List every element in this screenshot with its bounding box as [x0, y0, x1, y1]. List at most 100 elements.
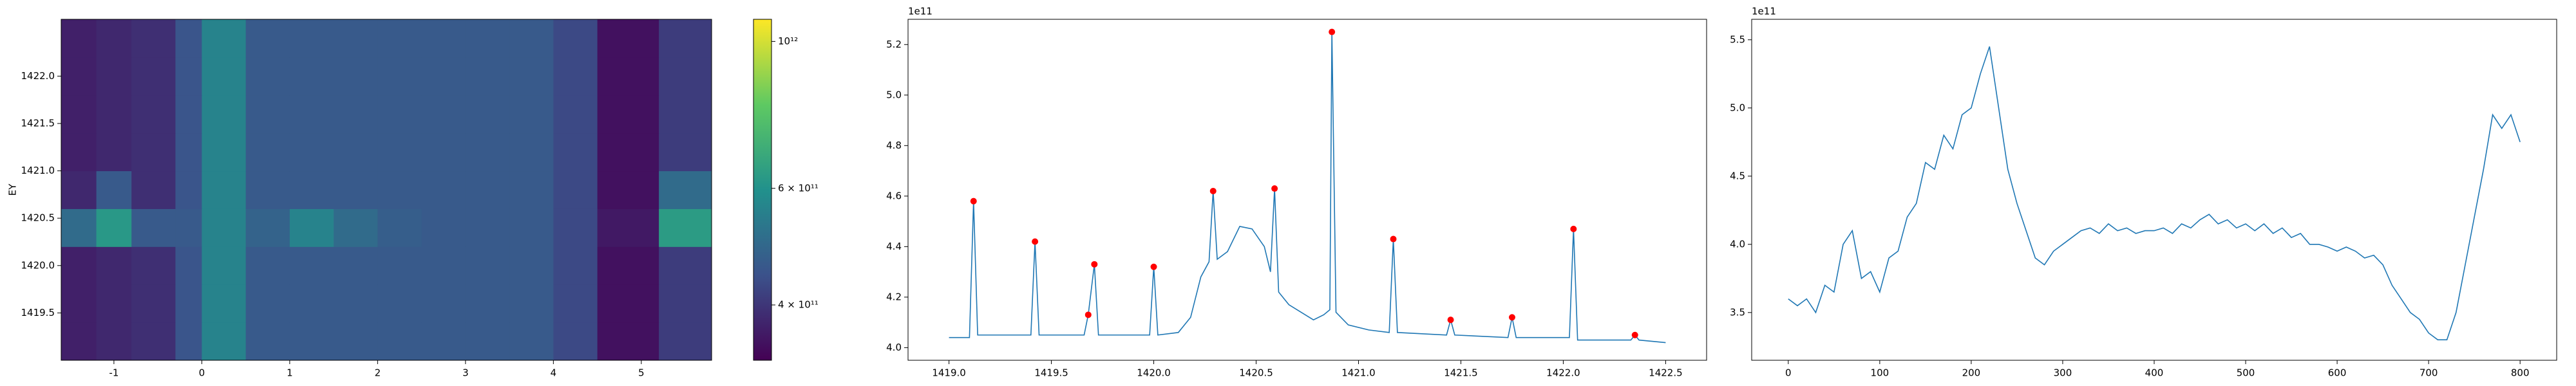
heatmap-cell — [289, 19, 334, 58]
heatmap-cell — [245, 19, 290, 58]
heatmap-cell — [509, 170, 554, 209]
heatmap-cell — [553, 170, 598, 209]
heatmap-cell — [131, 57, 176, 96]
x-tick-label: 4 — [551, 367, 557, 379]
heatmap-cell — [131, 208, 176, 247]
heatmap-cell — [553, 322, 598, 361]
heatmap-cell — [659, 133, 712, 172]
heatmap-cell — [659, 57, 712, 96]
heatmap-cell — [597, 246, 659, 285]
y-tick-label: 1420.0 — [21, 259, 55, 271]
heatmap-cell — [659, 19, 712, 58]
heatmap-cell — [509, 133, 554, 172]
heatmap-cell — [175, 322, 202, 361]
heatmap-cell — [421, 133, 466, 172]
heatmap-cell — [597, 322, 659, 361]
heatmap-cell — [659, 170, 712, 209]
heatmap-cell — [597, 284, 659, 323]
x-tick-label: 3 — [462, 367, 469, 379]
heatmap-cell — [597, 95, 659, 134]
heatmap-cell — [421, 19, 466, 58]
peak-marker — [1447, 317, 1454, 324]
heatmap-cell — [334, 284, 378, 323]
heatmap-cell — [465, 57, 510, 96]
y-tick-label: 1421.0 — [21, 165, 55, 176]
colorbar-tick-label: 4 × 10¹¹ — [778, 299, 819, 311]
x-tick-label: 1 — [287, 367, 293, 379]
heatmap-cell — [334, 322, 378, 361]
heatmap-cell — [131, 170, 176, 209]
heatmap-cell — [659, 322, 712, 361]
peak-marker — [1091, 261, 1098, 268]
heatmap-cell — [202, 19, 247, 58]
heatmap-cell — [553, 57, 598, 96]
heatmap-cell — [597, 57, 659, 96]
x-tick-label: 1421.0 — [1341, 367, 1376, 379]
x-tick-label: 0 — [1785, 367, 1792, 379]
heatmap-cell — [96, 57, 132, 96]
heatmap-cell — [377, 208, 422, 247]
peak-marker — [1329, 28, 1336, 35]
heatmap-cell — [245, 133, 290, 172]
heatmap-cell — [61, 95, 97, 134]
x-tick-label: 1421.5 — [1444, 367, 1478, 379]
y-tick-label: 5.2 — [886, 39, 902, 50]
heatmap-cell — [334, 95, 378, 134]
heatmap-cell — [61, 57, 97, 96]
plot-frame — [907, 19, 1707, 361]
heatmap-cell — [597, 19, 659, 58]
heatmap-cell — [597, 170, 659, 209]
y-offset-label: 1e11 — [908, 6, 933, 17]
heatmap-cell — [202, 246, 247, 285]
peak-marker — [1084, 311, 1092, 318]
heatmap-cell — [96, 322, 132, 361]
colorbar-tick-label: 6 × 10¹¹ — [778, 182, 819, 194]
x-tick-label: 800 — [2511, 367, 2530, 379]
heatmap-cell — [202, 57, 247, 96]
x-tick-label: 700 — [2420, 367, 2438, 379]
heatmap-cell — [61, 322, 97, 361]
heatmap-cell — [509, 322, 554, 361]
heatmap-cell — [289, 246, 334, 285]
heatmap-cell — [465, 284, 510, 323]
x-tick-label: 100 — [1871, 367, 1889, 379]
heatmap-cell — [175, 57, 202, 96]
heatmap-cell — [334, 19, 378, 58]
heatmap-cell — [659, 95, 712, 134]
y-offset-label: 1e11 — [1752, 6, 1776, 17]
heatmap-cell — [421, 57, 466, 96]
heatmap-cell — [175, 133, 202, 172]
heatmap-cell — [61, 170, 97, 209]
heatmap-cell — [465, 170, 510, 209]
heatmap-cell — [289, 208, 334, 247]
heatmap-cell — [96, 133, 132, 172]
heatmap-cell — [175, 19, 202, 58]
heatmap-cell — [61, 133, 97, 172]
heatmap-cell — [509, 246, 554, 285]
y-tick-label: 1420.5 — [21, 212, 55, 224]
heatmap-cell — [289, 284, 334, 323]
heatmap-cell — [377, 133, 422, 172]
heatmap-cell — [175, 170, 202, 209]
heatmap-cell — [465, 133, 510, 172]
heatmap-cell — [175, 284, 202, 323]
x-tick-label: 5 — [638, 367, 645, 379]
heatmap-cell — [509, 57, 554, 96]
heatmap-cell — [377, 322, 422, 361]
heatmap-cell — [465, 246, 510, 285]
heatmap-cell — [421, 284, 466, 323]
peak-marker — [1032, 238, 1039, 245]
x-tick-label: 1419.0 — [932, 367, 966, 379]
peak-marker — [1631, 331, 1638, 338]
y-tick-label: 1421.5 — [21, 117, 55, 129]
x-tick-label: 1419.5 — [1034, 367, 1068, 379]
heatmap-cell — [553, 95, 598, 134]
y-tick-label: 3.5 — [1730, 306, 1745, 318]
x-tick-label: 500 — [2237, 367, 2255, 379]
heatmap-cell — [334, 57, 378, 96]
y-tick-label: 5.0 — [886, 89, 902, 100]
data-line — [1788, 46, 2521, 340]
x-tick-label: 1420.0 — [1137, 367, 1171, 379]
heatmap-cell — [377, 170, 422, 209]
x-tick-label: 1422.5 — [1649, 367, 1683, 379]
